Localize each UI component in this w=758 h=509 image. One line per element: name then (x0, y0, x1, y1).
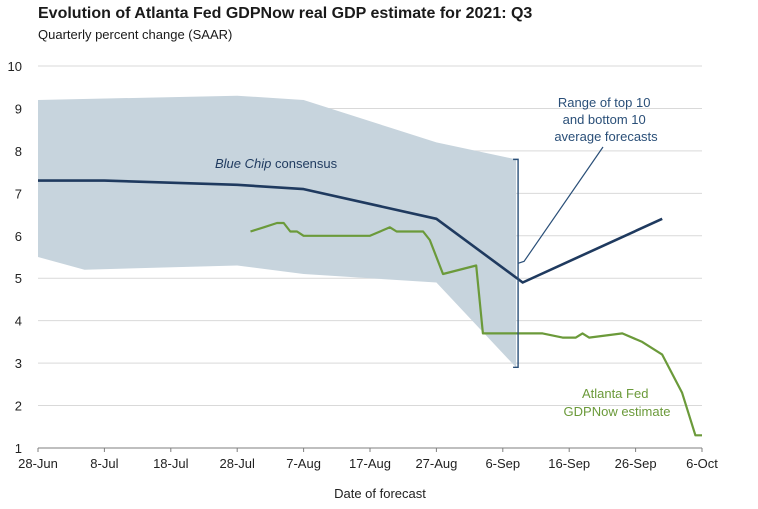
y-tick-label: 8 (15, 144, 22, 159)
x-tick-label: 18-Jul (153, 456, 189, 471)
range-label-line-3: average forecasts (554, 129, 658, 144)
x-axis-label: Date of forecast (334, 486, 426, 501)
blue-chip-label-italic: Blue Chip (215, 156, 271, 171)
blue-chip-line (38, 179, 663, 284)
chart-subtitle: Quarterly percent change (SAAR) (38, 27, 233, 42)
y-tick-label: 1 (15, 441, 22, 456)
x-tick-label: 17-Aug (349, 456, 391, 471)
chart-title: Evolution of Atlanta Fed GDPNow real GDP… (38, 5, 533, 22)
gdpnow-line (250, 221, 702, 437)
y-tick-label: 6 (15, 229, 22, 244)
x-tick-label: 8-Jul (90, 456, 118, 471)
x-tick-label: 7-Aug (286, 456, 321, 471)
range-label-line-2: and bottom 10 (563, 112, 646, 127)
x-tick-label: 26-Sep (615, 456, 657, 471)
x-tick-label: 28-Jun (18, 456, 58, 471)
range-bracket (513, 146, 604, 369)
blue-chip-label-rest: consensus (271, 156, 337, 171)
axes: 1 2 3 4 5 6 7 8 9 10 28-Jun 8-Jul 18-Jul 28-Jul 7-Aug 1… (8, 59, 719, 471)
y-tick-label: 9 (15, 101, 22, 116)
range-band-layer (38, 95, 517, 368)
x-tick-label: 27-Aug (415, 456, 457, 471)
x-tick-label: 6-Sep (485, 456, 520, 471)
range-pointer-line (517, 146, 604, 264)
range-label-line-1: Range of top 10 (558, 95, 651, 110)
range-band (38, 95, 517, 368)
blue-chip-label: Blue Chip consensus (215, 156, 338, 171)
gdpnow-label-line-2: GDPNow estimate (564, 404, 671, 419)
y-tick-label: 7 (15, 186, 22, 201)
range-bracket-line (513, 158, 519, 369)
y-tick-label: 10 (8, 59, 22, 74)
gdpnow-label: Atlanta Fed GDPNow estimate (564, 386, 671, 419)
series-layer (38, 179, 702, 437)
x-tick-label: 6-Oct (686, 456, 718, 471)
range-label: Range of top 10 and bottom 10 average fo… (554, 95, 658, 144)
y-tick-label: 3 (15, 356, 22, 371)
y-tick-label: 4 (15, 314, 22, 329)
x-tick-label: 16-Sep (548, 456, 590, 471)
x-tick-label: 28-Jul (219, 456, 255, 471)
gdpnow-label-line-1: Atlanta Fed (582, 386, 649, 401)
y-tick-label: 5 (15, 271, 22, 286)
y-tick-label: 2 (15, 399, 22, 414)
